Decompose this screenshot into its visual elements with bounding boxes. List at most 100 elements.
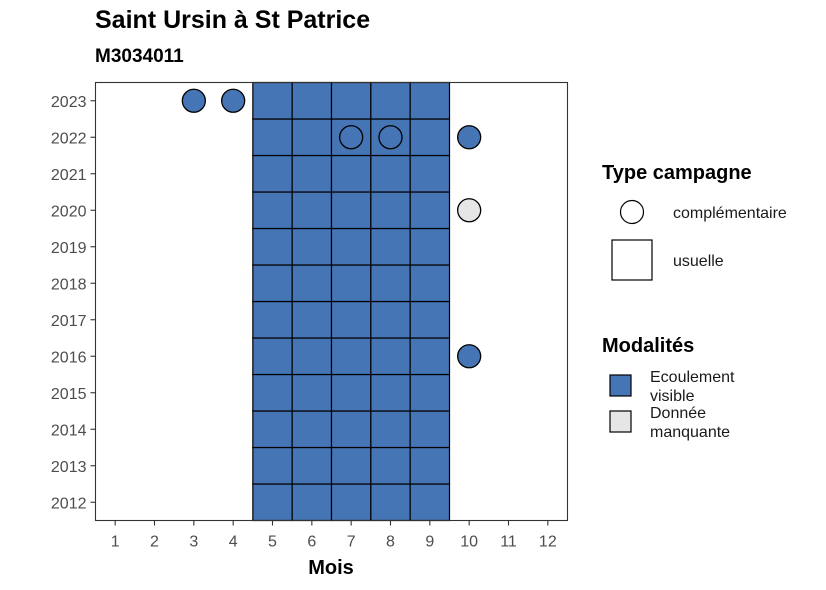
complementaire-points [181, 88, 482, 369]
tile-2021-8 [370, 154, 411, 193]
point-2016-10 [457, 344, 482, 369]
tile-2017-8 [370, 300, 411, 339]
legend-ecoulement-label: Ecoulement visible [650, 369, 739, 405]
x-tick-label-12: 12 [539, 534, 557, 551]
tile-2012-7 [330, 483, 372, 522]
x-axis-title: Mois [308, 557, 354, 579]
tile-2023-6 [291, 81, 333, 120]
tile-2012-6 [291, 483, 333, 522]
y-tick-label-2012: 2012 [51, 495, 87, 512]
tile-2014-7 [330, 410, 372, 449]
tile-2017-5 [252, 300, 293, 339]
legend-complementaire-label: complémentaire [673, 205, 787, 222]
tile-2015-5 [252, 373, 293, 412]
tile-2020-7 [330, 191, 372, 230]
x-tick-label-9: 9 [425, 534, 434, 551]
legend-donnee-manquante-line-2: manquante [650, 424, 730, 441]
y-axis: 2012 2013 2014 2015 2016 2017 2018 2019 2020 2021… [51, 94, 96, 512]
y-tick-label-2018: 2018 [51, 276, 87, 293]
tile-2023-8 [370, 81, 411, 120]
tile-2020-9 [409, 191, 451, 230]
tile-2023-5 [252, 81, 293, 120]
tile-2014-8 [370, 410, 411, 449]
tile-2016-6 [291, 337, 333, 376]
point-2022-10 [457, 125, 482, 150]
tile-2019-9 [409, 227, 451, 266]
legend-usuelle-label: usuelle [673, 253, 724, 270]
chart-subtitle: M3034011 [95, 46, 184, 67]
plot-border [94, 81, 569, 522]
point-2023-3 [181, 88, 206, 113]
tile-2012-9 [409, 483, 451, 522]
tile-2018-9 [409, 264, 451, 303]
y-tick-label-2016: 2016 [51, 349, 87, 366]
tile-2013-8 [370, 446, 411, 485]
point-2020-10 [457, 198, 482, 223]
tile-2020-5 [252, 191, 293, 230]
tile-2016-5 [252, 337, 293, 376]
x-tick-label-4: 4 [229, 534, 238, 551]
tile-2014-9 [409, 410, 451, 449]
legend-modalites-title: Modalités [602, 335, 694, 357]
tile-2013-6 [291, 446, 333, 485]
tile-2012-5 [252, 483, 293, 522]
tile-2012-8 [370, 483, 411, 522]
x-tick-label-11: 11 [500, 534, 517, 551]
x-axis: 1 2 3 4 5 6 7 8 9 10 11 12 [111, 520, 557, 551]
tile-2023-7 [330, 81, 372, 120]
tile-2015-6 [291, 373, 333, 412]
x-tick-label-8: 8 [386, 534, 395, 551]
legend-donnee-manquante-label: Donnée manquante [650, 405, 730, 441]
tile-2018-5 [252, 264, 293, 303]
legend-ecoulement-line-2: visible [650, 388, 695, 405]
point-2022-7 [339, 125, 364, 150]
tile-2014-5 [252, 410, 293, 449]
x-tick-label-7: 7 [347, 534, 356, 551]
tile-2019-6 [291, 227, 333, 266]
tile-2019-8 [370, 227, 411, 266]
y-tick-label-2023: 2023 [51, 94, 87, 111]
tile-2017-6 [291, 300, 333, 339]
tile-2022-9 [409, 118, 451, 157]
y-tick-label-2022: 2022 [51, 130, 87, 147]
point-2022-8 [378, 125, 403, 150]
tile-2013-9 [409, 446, 451, 485]
x-tick-label-1: 1 [111, 534, 120, 551]
x-tick-label-2: 2 [150, 534, 159, 551]
tile-2013-7 [330, 446, 372, 485]
y-tick-label-2019: 2019 [51, 240, 87, 257]
tile-2013-5 [252, 446, 293, 485]
tile-2020-6 [291, 191, 333, 230]
x-tick-label-5: 5 [268, 534, 277, 551]
legend-swatch-donnee-manquante [609, 410, 632, 433]
tile-2016-8 [370, 337, 411, 376]
legend-ecoulement-line-1: Ecoulement [650, 369, 735, 386]
y-tick-label-2017: 2017 [51, 313, 87, 330]
tile-2020-8 [370, 191, 411, 230]
y-tick-label-2021: 2021 [51, 167, 87, 184]
y-tick-label-2020: 2020 [51, 203, 87, 220]
tile-2015-9 [409, 373, 451, 412]
point-2023-4 [221, 88, 246, 113]
x-tick-label-6: 6 [307, 534, 316, 551]
tile-2014-6 [291, 410, 333, 449]
x-tick-label-3: 3 [189, 534, 198, 551]
tile-2021-6 [291, 154, 333, 193]
tile-2018-8 [370, 264, 411, 303]
legend-square-symbol [611, 239, 653, 281]
x-tick-label-10: 10 [460, 534, 478, 551]
tile-2023-9 [409, 81, 451, 120]
tile-2022-6 [291, 118, 333, 157]
legend-type-title: Type campagne [602, 162, 752, 184]
legend-donnee-manquante-line-1: Donnée [650, 405, 706, 422]
tile-2016-9 [409, 337, 451, 376]
tile-2022-5 [252, 118, 293, 157]
tile-2018-6 [291, 264, 333, 303]
legend-swatch-ecoulement [609, 374, 632, 397]
tile-2016-7 [330, 337, 372, 376]
usuelle-cells [252, 81, 451, 522]
tile-2017-9 [409, 300, 451, 339]
tile-2021-9 [409, 154, 451, 193]
y-tick-label-2015: 2015 [51, 386, 87, 403]
tile-2021-5 [252, 154, 293, 193]
